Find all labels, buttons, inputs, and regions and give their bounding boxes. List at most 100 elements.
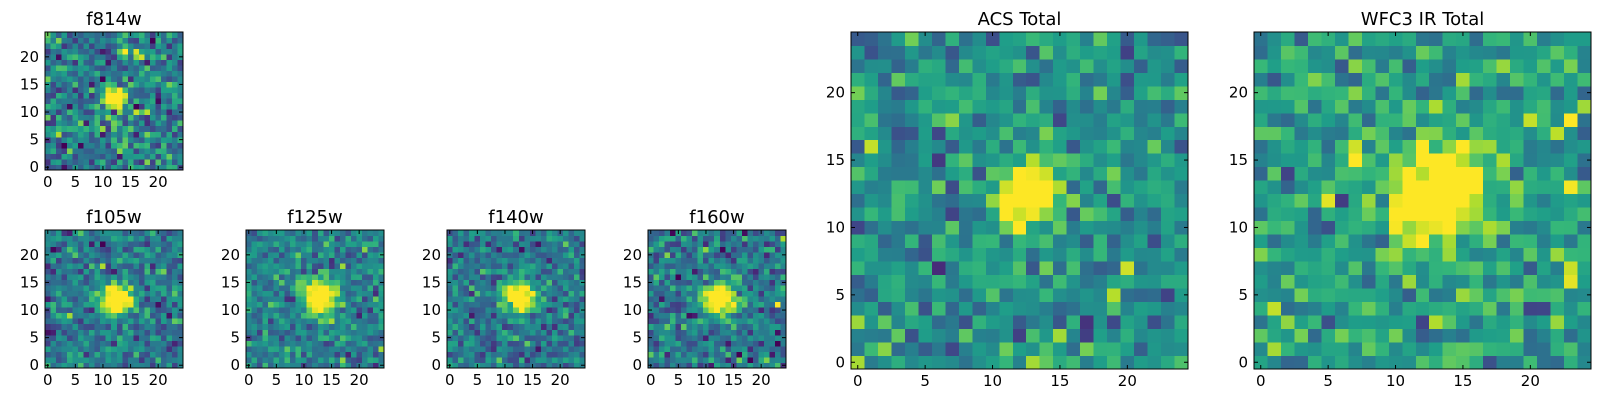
pixel — [100, 246, 107, 253]
pixel — [1429, 139, 1444, 154]
pixel — [877, 99, 892, 114]
pixel — [573, 241, 580, 247]
pixel — [367, 356, 374, 363]
pixel — [653, 263, 660, 270]
pixel — [50, 125, 57, 132]
pixel — [155, 246, 162, 253]
pixel — [1550, 45, 1565, 60]
pixel — [149, 120, 156, 127]
pixel — [1307, 234, 1322, 249]
pixel — [1161, 45, 1175, 60]
pixel — [540, 362, 547, 369]
pixel — [1348, 301, 1363, 316]
pixel — [918, 261, 933, 276]
pixel — [1053, 207, 1068, 222]
pixel — [1053, 139, 1068, 154]
pixel — [864, 315, 879, 329]
pixel — [1307, 45, 1322, 60]
pixel — [540, 340, 547, 347]
pixel — [502, 318, 509, 325]
pixel — [774, 279, 781, 286]
pixel — [780, 318, 787, 325]
pixel — [56, 164, 62, 171]
pixel — [251, 345, 258, 352]
pixel — [251, 235, 258, 242]
pixel — [144, 92, 151, 99]
pixel — [177, 241, 184, 247]
pixel — [741, 323, 748, 330]
pixel — [1483, 207, 1498, 222]
x-tick-label: 20 — [350, 371, 369, 389]
pixel — [72, 345, 79, 352]
pixel — [864, 32, 879, 46]
pixel — [851, 58, 865, 73]
pixel — [78, 98, 85, 105]
pixel — [122, 241, 129, 247]
pixel — [328, 340, 335, 347]
pixel — [703, 312, 710, 319]
pixel — [1321, 261, 1336, 276]
pixel — [1375, 153, 1390, 168]
pixel — [763, 274, 770, 281]
pixel — [67, 362, 73, 369]
pixel — [1280, 301, 1295, 316]
pixel — [89, 279, 96, 286]
pixel — [105, 48, 112, 55]
pixel — [171, 81, 178, 88]
pixel — [378, 268, 385, 275]
pixel — [1496, 247, 1511, 262]
pixel — [133, 235, 140, 242]
pixel — [1415, 166, 1430, 181]
pixel — [546, 246, 553, 253]
pixel — [540, 268, 547, 275]
pixel — [257, 362, 263, 369]
pixel — [507, 268, 514, 275]
pixel — [1415, 99, 1430, 114]
pixel — [1093, 193, 1108, 208]
pixel — [703, 290, 710, 297]
pixel — [83, 142, 90, 149]
pixel — [50, 323, 57, 330]
pixel — [133, 318, 140, 325]
pixel — [670, 362, 676, 369]
pixel — [144, 274, 151, 281]
pixel — [474, 285, 481, 292]
pixel — [774, 351, 781, 358]
pixel — [323, 279, 330, 286]
pixel — [1537, 126, 1551, 141]
pixel — [491, 351, 498, 358]
pixel — [480, 312, 487, 319]
pixel — [50, 54, 57, 60]
pixel — [931, 32, 946, 46]
pixel — [56, 301, 62, 308]
pixel — [105, 279, 112, 286]
pixel — [45, 290, 51, 297]
pixel — [72, 70, 79, 77]
pixel — [100, 252, 107, 258]
pixel — [262, 257, 269, 264]
pixel — [891, 32, 906, 46]
pixel — [931, 72, 946, 87]
pixel — [372, 230, 379, 236]
pixel — [546, 340, 553, 347]
pixel — [1134, 126, 1148, 141]
pixel — [1375, 32, 1390, 46]
pixel — [345, 329, 352, 336]
pixel — [999, 85, 1014, 100]
pixel — [864, 166, 879, 181]
pixel — [752, 268, 759, 275]
pixel — [246, 340, 252, 347]
pixel — [1348, 328, 1363, 343]
pixel — [144, 345, 151, 352]
pixel — [67, 43, 73, 49]
pixel — [177, 274, 184, 281]
pixel — [166, 109, 173, 116]
pixel — [177, 92, 184, 99]
pixel — [730, 246, 737, 253]
pixel — [891, 207, 906, 222]
pixel — [279, 301, 286, 308]
pixel — [904, 234, 919, 249]
pixel — [367, 301, 374, 308]
pixel — [133, 54, 140, 60]
